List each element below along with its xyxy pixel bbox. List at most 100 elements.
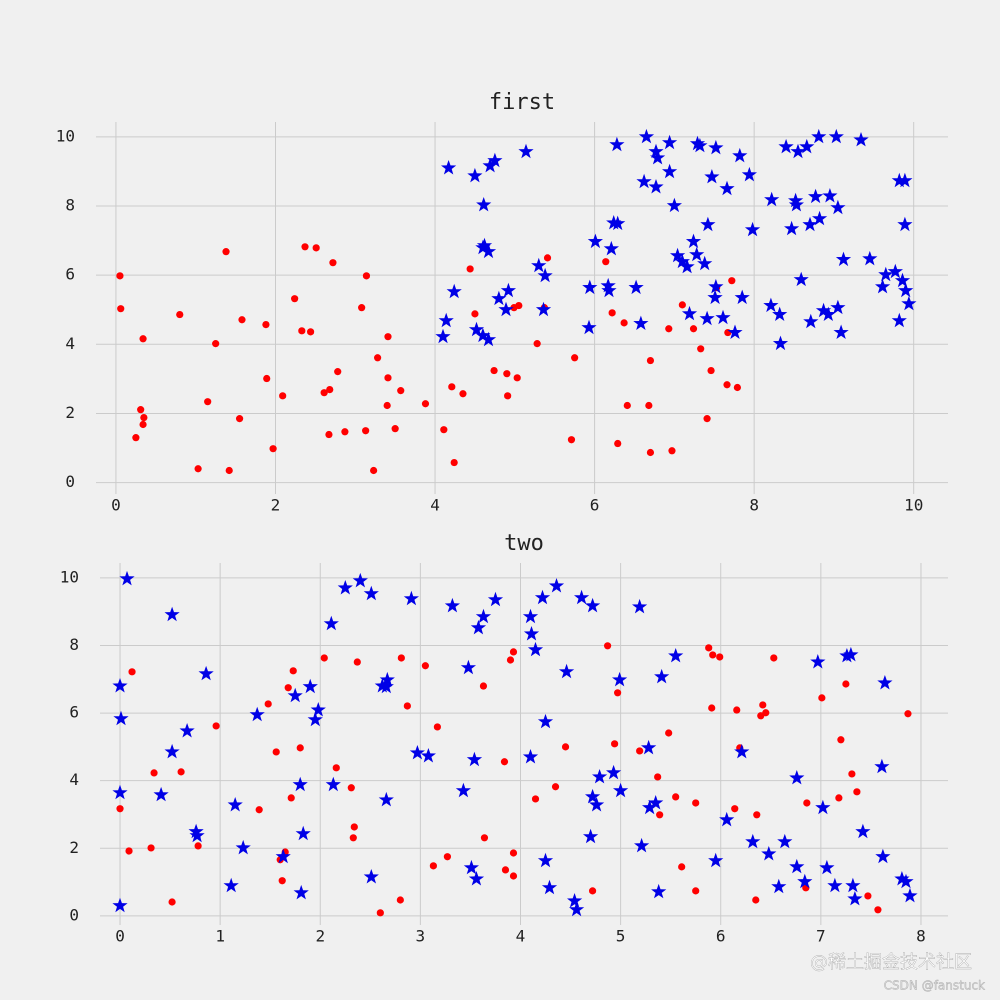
point [678,863,686,871]
point [724,328,732,337]
star-point [633,315,649,330]
star-point [302,678,318,694]
point [194,842,202,850]
star-point [784,220,800,236]
point [262,320,270,329]
star-point [235,839,251,855]
star-point [674,253,690,269]
point [509,648,518,656]
star-point [679,258,695,274]
point [611,740,619,748]
star-point [777,833,793,849]
point [403,702,411,710]
point [374,354,382,362]
star-point [891,172,907,188]
star-point [463,859,479,875]
star-point [446,283,462,299]
point [561,743,570,751]
x-tick-label: 0 [115,927,125,946]
star-point [668,648,684,663]
star-point [827,877,843,893]
star-point [835,251,852,267]
point [132,434,140,442]
star-point [569,901,585,917]
star-point [548,578,565,593]
point [204,398,212,406]
point [531,795,540,803]
point [117,305,125,313]
point [312,244,320,252]
star-point [293,884,309,900]
star-point [897,172,913,188]
star-point [719,811,735,827]
star-point [828,128,844,144]
point [728,277,736,285]
point [177,768,185,776]
point [703,415,711,423]
y-tick-label: 10 [60,567,79,586]
point [329,259,337,267]
star-point [468,871,485,886]
star-point [164,606,180,622]
point [733,706,741,714]
point [150,769,158,777]
star-point [601,282,617,298]
x-tick-label: 1 [215,927,225,946]
point [287,794,295,802]
point [298,327,306,335]
star-point [875,848,891,864]
star-point [113,710,129,726]
star-point [741,166,757,182]
point [654,773,662,781]
point [672,793,680,801]
star-point [789,770,805,785]
star-point [323,615,339,631]
point [646,356,655,365]
star-point [378,791,394,807]
star-point [778,138,794,154]
star-point [227,797,243,812]
star-point [179,723,195,738]
point [501,866,510,874]
star-point [164,743,180,759]
x-tick-label: 4 [516,927,526,946]
point [571,354,579,362]
star-point [325,776,341,792]
star-point [534,589,551,605]
star-point [198,665,214,681]
star-point [692,137,708,153]
star-point [537,713,554,729]
point [443,853,452,861]
point [116,805,124,813]
star-point [845,877,861,893]
point [291,295,299,303]
star-point [475,239,491,255]
star-point [310,702,326,717]
star-point [697,255,713,271]
star-point [898,282,914,298]
point [370,466,378,475]
star-point [685,233,702,249]
point [500,758,509,766]
point [665,729,673,737]
y-tick-label: 8 [69,635,79,654]
point [347,784,355,792]
star-point [295,825,311,841]
star-point [600,277,616,293]
star-point [409,745,425,760]
point [349,834,357,842]
star-point [420,748,436,763]
star-point [901,295,917,311]
star-point [833,324,849,339]
star-point [537,267,553,283]
star-point [830,299,846,315]
point [279,392,287,400]
point [608,309,616,317]
star-point [734,289,750,305]
star-point [815,799,831,815]
point [269,445,277,453]
point [471,310,479,318]
star-point [537,852,554,868]
star-point [470,619,487,635]
point [433,723,441,731]
